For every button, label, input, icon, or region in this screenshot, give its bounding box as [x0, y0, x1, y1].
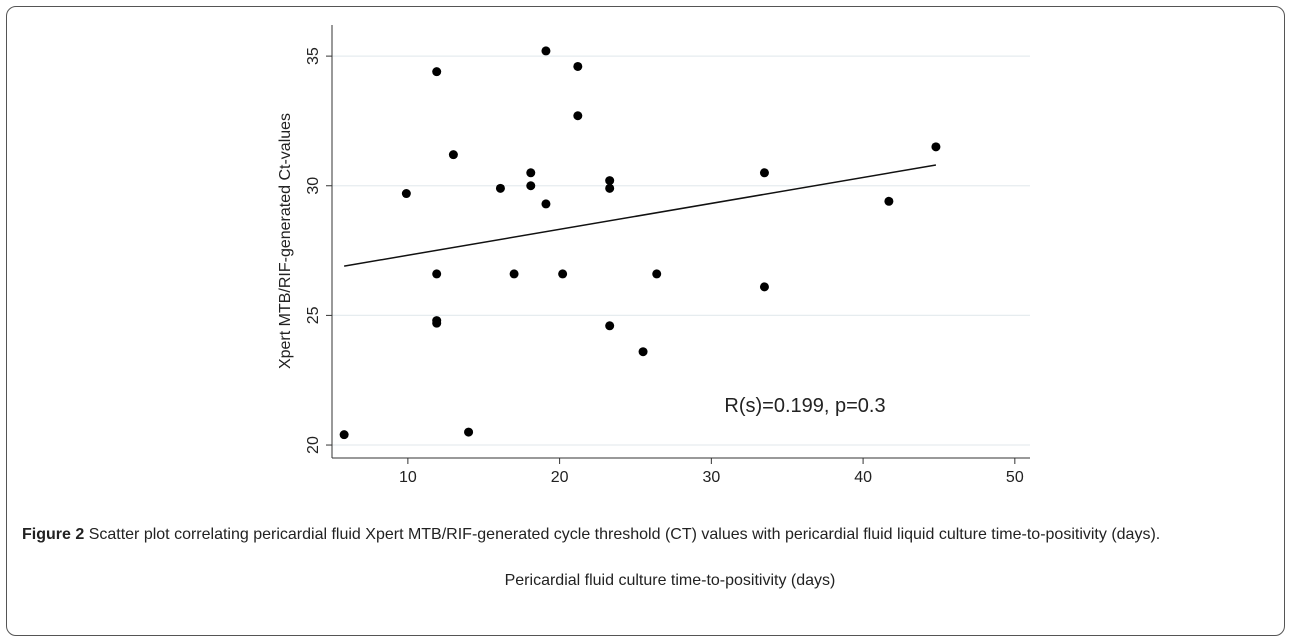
page: {"chart_data": {"type": "scatter", "x_la…: [6, 6, 1285, 636]
y-tick-label: 25: [305, 306, 322, 324]
point: [759, 282, 769, 292]
point: [432, 269, 442, 279]
point: [448, 150, 458, 160]
chart: Xpert MTB/RIF-generated Ct-values Perica…: [277, 25, 1030, 589]
point: [558, 269, 568, 279]
point: [759, 168, 769, 178]
x-tick-label: 50: [1006, 469, 1024, 486]
caption-label: Figure 2: [22, 526, 85, 543]
point: [495, 183, 505, 193]
point: [526, 181, 536, 191]
x-tick-label: 20: [551, 469, 569, 486]
point: [401, 189, 411, 199]
point: [339, 430, 349, 440]
x-tick-label: 30: [702, 469, 720, 486]
x-tick-label: 10: [399, 469, 417, 486]
x-axis-title: Pericardial fluid culture time-to-positi…: [505, 572, 836, 589]
point: [573, 111, 583, 121]
fit-line: [344, 164, 937, 267]
caption-text: Scatter plot correlating pericardial flu…: [88, 526, 1161, 543]
y-tick-label: 35: [305, 47, 322, 65]
point: [432, 318, 442, 328]
point: [931, 142, 941, 152]
y-tick-label: 20: [305, 436, 322, 454]
y-axis-title: Xpert MTB/RIF-generated Ct-values: [277, 113, 294, 369]
x-tick-label: 40: [854, 469, 872, 486]
caption: Figure 2 Scatter plot correlating perica…: [22, 522, 1272, 547]
point: [605, 321, 615, 331]
point: [884, 196, 894, 206]
point: [605, 176, 615, 186]
point: [509, 269, 519, 279]
point: [526, 168, 536, 178]
point: [541, 199, 551, 209]
point: [652, 269, 662, 279]
y-tick-label: 30: [305, 177, 322, 195]
point: [464, 427, 474, 437]
point: [432, 67, 442, 77]
point: [573, 61, 583, 71]
point: [541, 46, 551, 56]
point: [605, 183, 615, 193]
point: [638, 347, 648, 357]
annotation: R(s)=0.199, p=0.3: [724, 395, 885, 417]
